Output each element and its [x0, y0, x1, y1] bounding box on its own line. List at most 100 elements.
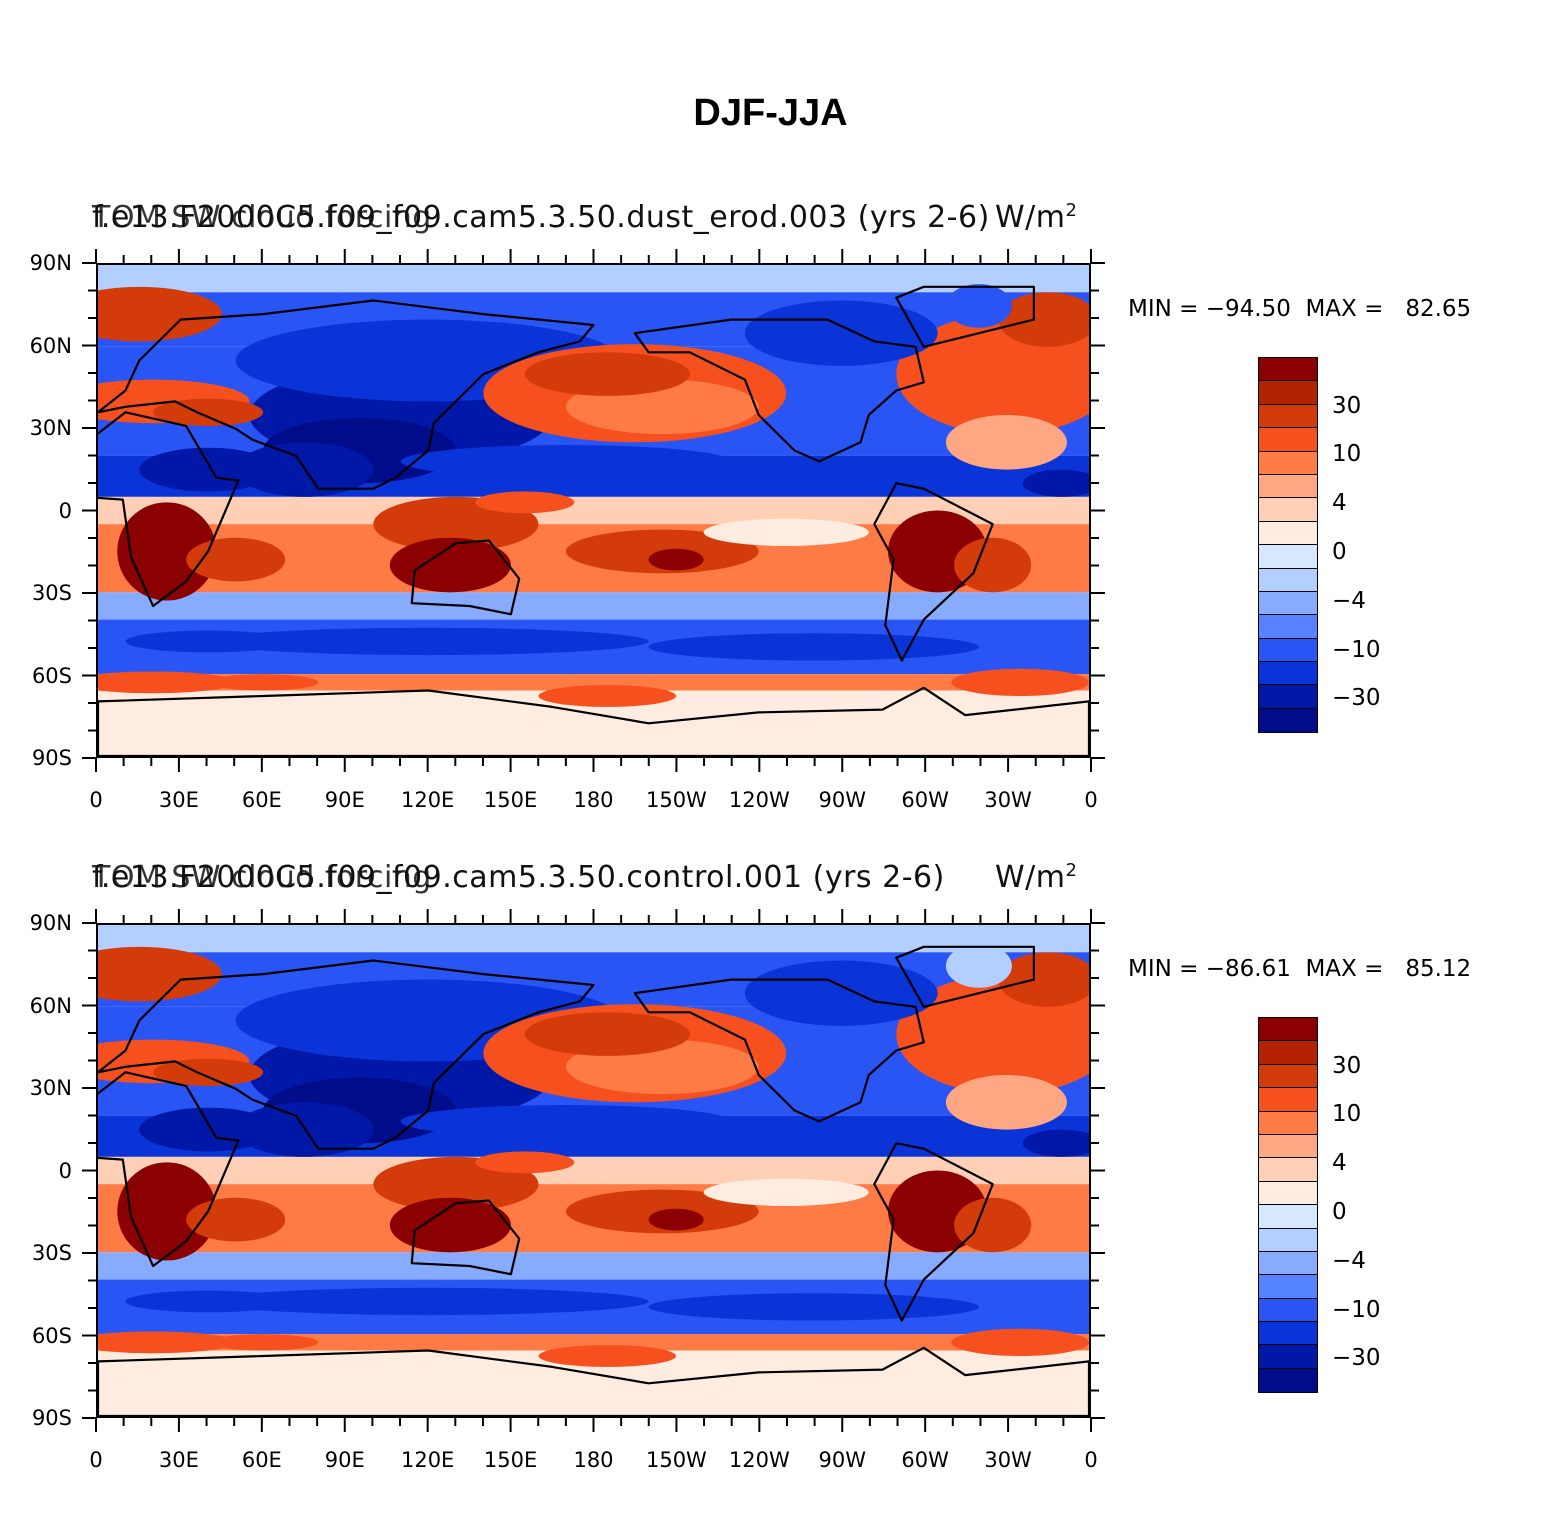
contour-map — [96, 923, 1091, 1418]
lon-tick-label: 0 — [1084, 1448, 1098, 1472]
colorbar — [1258, 1017, 1318, 1394]
contour-blob — [951, 668, 1089, 696]
contour-blob — [208, 1287, 649, 1316]
contour-blob — [945, 415, 1067, 470]
colorbar-swatch — [1259, 1181, 1317, 1206]
africa-coastline — [98, 1071, 240, 1268]
contour-blob — [538, 1345, 677, 1367]
contour-blob — [186, 1197, 286, 1242]
colorbar-swatch — [1259, 591, 1317, 616]
colorbar-swatch — [1259, 1228, 1317, 1252]
map-panel-2: f.e13.F2000C5.f09_f09.cam5.3.50.control.… — [0, 850, 1541, 1490]
colorbar-tick-label: −10 — [1332, 1296, 1381, 1323]
contour-blob — [98, 286, 222, 342]
contour-blob — [998, 292, 1089, 347]
lon-tick-label: 120E — [400, 788, 455, 812]
contour-blob — [648, 633, 979, 661]
lon-tick-label: 60E — [241, 1448, 282, 1472]
contour-blob — [186, 537, 286, 582]
colorbar-swatch — [1259, 358, 1317, 382]
africa-coastline — [98, 411, 240, 608]
lon-tick-label: 120W — [728, 1448, 790, 1472]
lon-tick-label: 180 — [573, 1448, 614, 1472]
lat-tick-label: 90N — [29, 251, 72, 275]
panel-case-title: f.e13.F2000C5.f09_f09.cam5.3.50.control.… — [92, 860, 945, 895]
colorbar-swatch — [1259, 1158, 1317, 1182]
contour-blob — [98, 671, 236, 694]
antarctica-coastline — [98, 686, 1089, 756]
contour-blob — [954, 537, 1032, 593]
lon-tick-label: 0 — [89, 1448, 103, 1472]
colorbar-tick-label: −10 — [1332, 636, 1381, 663]
colorbar-swatch — [1259, 638, 1317, 663]
lat-tick-label: 90S — [31, 746, 72, 770]
map-panel-1: f.e13.F2000C5.f09_f09.cam5.3.50.dust_ero… — [0, 190, 1541, 830]
colorbar-swatch — [1259, 1088, 1317, 1112]
antarctica-coastline — [98, 1346, 1089, 1416]
contour-blob — [389, 537, 511, 593]
colorbar-swatch — [1259, 498, 1317, 522]
contour-blob — [524, 1012, 690, 1056]
south-america-coastline — [873, 482, 994, 662]
contour-band — [98, 1252, 1089, 1280]
axis-ticks — [82, 249, 1105, 772]
contour-blob — [951, 1328, 1089, 1356]
lat-tick-label: 0 — [58, 498, 72, 523]
contour-blob — [117, 502, 217, 601]
lat-tick-label: 30N — [29, 416, 72, 440]
south-america-coastline — [873, 1142, 994, 1322]
contour-blob — [208, 627, 649, 656]
contour-blob — [744, 960, 938, 1026]
lon-tick-label: 0 — [89, 788, 103, 812]
contour-map — [96, 263, 1091, 758]
australia-coastline — [410, 539, 521, 616]
contour-blob — [400, 1105, 732, 1138]
colorbar-swatch — [1259, 451, 1317, 475]
colorbar-swatch — [1259, 545, 1317, 569]
contour-blob — [475, 491, 575, 514]
contour-blob — [744, 300, 938, 366]
colorbar-tick-label: 10 — [1332, 441, 1362, 468]
contour-blob — [648, 548, 704, 571]
lat-tick-label: 60N — [29, 333, 72, 358]
contour-blob — [139, 447, 277, 492]
colorbar-swatch — [1259, 568, 1317, 592]
colorbar-swatch — [1259, 685, 1317, 709]
lat-tick-label: 90N — [29, 911, 72, 935]
contour-blob — [998, 952, 1089, 1007]
lon-tick-label: 150E — [483, 788, 538, 812]
contour-blob — [945, 1075, 1067, 1130]
eurasia-coastline — [98, 959, 595, 1150]
panel-variable-title: TOM SW cloud forcing — [92, 200, 432, 235]
colorbar-swatch — [1259, 1345, 1317, 1369]
colorbar-tick-label: 30 — [1332, 1052, 1362, 1079]
colorbar-tick-label: 10 — [1332, 1101, 1362, 1128]
lat-tick-label: 30N — [29, 1076, 72, 1100]
lon-tick-label: 30W — [984, 788, 1032, 812]
contour-blob — [475, 1151, 575, 1174]
colorbar-tick-label: −4 — [1332, 1247, 1366, 1274]
lat-tick-label: 60N — [29, 993, 72, 1018]
colorbar-tick-label: 4 — [1332, 490, 1347, 517]
colorbar-swatch — [1259, 708, 1317, 733]
lat-tick-label: 90S — [31, 1406, 72, 1430]
contour-blob — [954, 1197, 1032, 1253]
colorbar-swatch — [1259, 1298, 1317, 1323]
lon-tick-label: 90W — [818, 1448, 867, 1472]
lon-tick-label: 0 — [1084, 788, 1098, 812]
contour-blob — [389, 1197, 511, 1253]
greenland-coastline — [895, 285, 1035, 348]
eurasia-coastline — [98, 299, 595, 490]
panel-case-title: f.e13.F2000C5.f09_f09.cam5.3.50.dust_ero… — [92, 200, 990, 235]
colorbar-swatch — [1259, 404, 1317, 429]
colorbar-tick-label: 30 — [1332, 392, 1362, 419]
lon-tick-label: 60W — [901, 788, 949, 812]
colorbar-swatch — [1259, 474, 1317, 499]
colorbar-swatch — [1259, 1322, 1317, 1346]
panel-units: W/m2 — [995, 200, 1078, 235]
contour-blob — [400, 445, 732, 478]
north-america-coastline — [633, 978, 925, 1123]
contour-blob — [703, 1178, 869, 1206]
colorbar-tick-label: −30 — [1332, 1345, 1381, 1372]
colorbar-tick-label: 4 — [1332, 1150, 1347, 1177]
